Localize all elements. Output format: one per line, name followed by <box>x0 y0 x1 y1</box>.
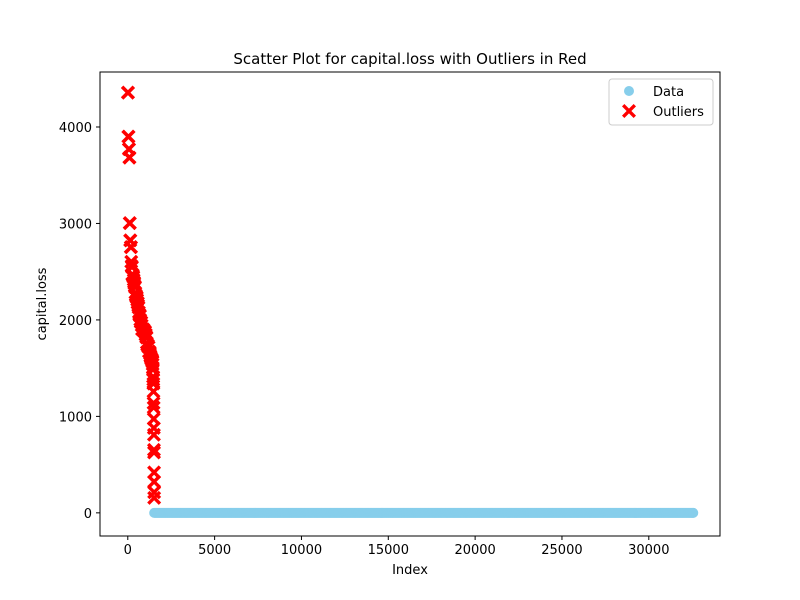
legend-outliers-marker <box>622 104 636 118</box>
legend-data-label: Data <box>653 85 684 100</box>
y-tick-label: 1000 <box>59 410 92 425</box>
x-axis-label: Index <box>392 563 428 578</box>
plot-frame <box>99 71 721 537</box>
outlier-point <box>121 129 136 144</box>
x-tick-label: 20000 <box>454 543 495 558</box>
axis-ticks: 0 5000 10000 15000 20000 25000 30000 0 1000 2000 3… <box>59 121 670 558</box>
x-tick-label: 5000 <box>198 543 231 558</box>
outlier-point <box>146 372 161 387</box>
outlier-point <box>124 240 139 255</box>
y-tick-label: 0 <box>84 507 92 522</box>
x-tick-label: 10000 <box>281 543 322 558</box>
outlier-point <box>146 400 161 415</box>
legend-data-marker <box>624 86 634 96</box>
data-series <box>149 507 699 518</box>
legend-outliers-label: Outliers <box>653 105 704 120</box>
y-axis-label: capital.loss <box>35 267 50 340</box>
legend-outliers-x <box>622 104 636 118</box>
legend: Data Outliers <box>608 78 714 126</box>
outliers-series <box>120 85 162 505</box>
y-tick-label: 4000 <box>59 121 92 136</box>
x-tick-label: 15000 <box>368 543 409 558</box>
outlier-point <box>146 442 161 457</box>
chart-title: Scatter Plot for capital.loss with Outli… <box>233 50 586 68</box>
plot-area <box>120 85 699 518</box>
y-tick-label: 3000 <box>59 217 92 232</box>
outlier-point <box>147 474 162 489</box>
outlier-point <box>122 216 137 231</box>
outlier-point <box>147 490 162 505</box>
outlier-point <box>122 150 137 165</box>
y-tick-label: 2000 <box>59 314 92 329</box>
x-tick-label: 25000 <box>541 543 582 558</box>
x-tick-label: 0 <box>124 543 132 558</box>
legend-frame <box>608 78 714 126</box>
outlier-point <box>121 85 136 100</box>
outlier-point <box>146 384 161 399</box>
outlier-point <box>146 396 161 411</box>
x-tick-label: 30000 <box>628 543 669 558</box>
data-point <box>688 507 699 518</box>
outlier-point <box>147 445 162 460</box>
outlier-point <box>146 427 161 442</box>
